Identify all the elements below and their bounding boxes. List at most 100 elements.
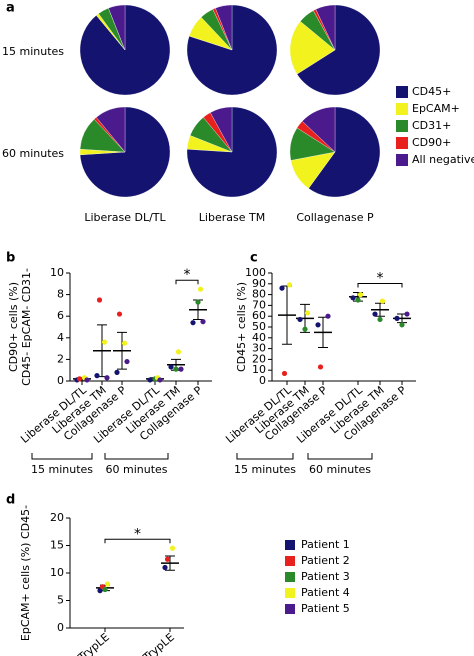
data-point <box>200 319 206 325</box>
data-point <box>84 377 90 383</box>
legend-swatch <box>396 120 408 132</box>
data-point <box>169 545 176 551</box>
data-point <box>76 376 83 382</box>
pie-slice <box>308 106 381 198</box>
data-point <box>190 320 196 326</box>
panel-label: a <box>6 1 15 16</box>
group-label: 60 minutes <box>309 463 371 476</box>
x-tick-label: -TrypLE <box>74 631 112 656</box>
y-axis-label: CD45+ cells (%) <box>235 282 248 372</box>
y-axis-label: CD45- EpCAM- CD31- <box>20 268 33 386</box>
data-point <box>317 364 324 370</box>
panel-label: b <box>6 251 15 266</box>
column-label: Liberase DL/TL <box>84 211 166 224</box>
group-bracket <box>104 453 169 460</box>
significance-bracket <box>357 282 403 288</box>
data-point <box>101 339 108 345</box>
pie-slice <box>315 4 336 51</box>
data-point <box>325 313 331 319</box>
y-tick-label: 2 <box>57 352 64 365</box>
pie-slice <box>289 21 336 75</box>
pie-slice <box>96 106 126 153</box>
legend-label: EpCAM+ <box>412 102 460 115</box>
group-bracket <box>236 453 294 460</box>
data-point <box>104 375 110 381</box>
y-tick-label: 100 <box>245 266 266 279</box>
y-tick-label: 0 <box>57 374 64 387</box>
data-point <box>178 366 184 372</box>
column-label: Liberase TM <box>199 211 265 224</box>
pie-slice <box>215 4 233 51</box>
data-point <box>94 373 100 379</box>
data-point <box>394 315 400 321</box>
significance-label: * <box>134 526 141 542</box>
pie-slice <box>296 4 381 96</box>
data-point <box>286 282 293 288</box>
row-label: 15 minutes <box>2 45 64 58</box>
legend-label: CD31+ <box>412 119 451 132</box>
pie-slice <box>108 4 126 51</box>
data-point <box>97 588 103 594</box>
data-point <box>304 310 311 316</box>
legend-label: CD45+ <box>412 85 451 98</box>
data-point <box>104 581 111 587</box>
data-point <box>173 366 179 372</box>
group-bracket <box>307 453 373 460</box>
legend-label: Patient 4 <box>301 586 350 599</box>
data-point <box>195 299 201 305</box>
legend-swatch <box>396 154 408 166</box>
legend-label: Patient 1 <box>301 538 350 551</box>
y-axis-label: EpCAM+ cells (%) CD45- <box>19 505 32 641</box>
row-label: 60 minutes <box>2 147 64 160</box>
data-point <box>379 298 386 304</box>
significance-bracket <box>104 538 171 544</box>
panel-label: d <box>6 493 15 508</box>
legend-label: Patient 2 <box>301 554 350 567</box>
y-tick-label: 8 <box>57 288 64 301</box>
data-point <box>164 556 171 562</box>
pie-slice <box>301 106 336 153</box>
significance-bracket <box>175 279 199 285</box>
y-tick-label: 60 <box>252 309 266 322</box>
data-point <box>168 364 174 370</box>
legend-swatch <box>285 588 295 598</box>
y-tick-label: 70 <box>252 298 266 311</box>
y-tick-label: 90 <box>252 277 266 290</box>
data-point <box>162 564 168 571</box>
legend-swatch <box>285 572 295 582</box>
significance-label: * <box>184 267 191 283</box>
data-point <box>157 377 163 383</box>
data-point <box>302 326 308 332</box>
column-label: Collagenase P <box>296 211 374 224</box>
x-tick-label: +TrypLE <box>134 631 177 656</box>
data-point <box>175 349 182 355</box>
y-tick-label: 50 <box>252 320 266 333</box>
data-point <box>116 311 123 317</box>
y-tick-label: 20 <box>50 511 64 524</box>
data-point <box>355 297 361 303</box>
data-point <box>350 295 356 301</box>
group-label: 60 minutes <box>105 463 167 476</box>
y-tick-label: 15 <box>50 539 64 552</box>
y-tick-label: 0 <box>259 374 266 387</box>
legend-label: CD90+ <box>412 136 451 149</box>
y-tick-label: 80 <box>252 288 266 301</box>
data-point <box>357 292 364 298</box>
pie-slice <box>210 106 233 153</box>
data-point <box>372 311 378 317</box>
y-tick-label: 30 <box>252 342 266 355</box>
y-tick-label: 10 <box>50 266 64 279</box>
group-bracket <box>31 453 93 460</box>
y-tick-label: 10 <box>252 363 266 376</box>
data-point <box>279 285 285 291</box>
data-point <box>124 358 130 365</box>
legend-swatch <box>285 556 295 566</box>
data-point <box>404 311 410 317</box>
data-point <box>121 340 128 346</box>
legend-swatch <box>285 540 295 550</box>
data-point <box>197 286 204 292</box>
data-point <box>147 377 153 383</box>
y-tick-label: 20 <box>252 352 266 365</box>
data-point <box>114 369 120 375</box>
y-axis-label: CD90+ cells (%) <box>7 282 20 372</box>
